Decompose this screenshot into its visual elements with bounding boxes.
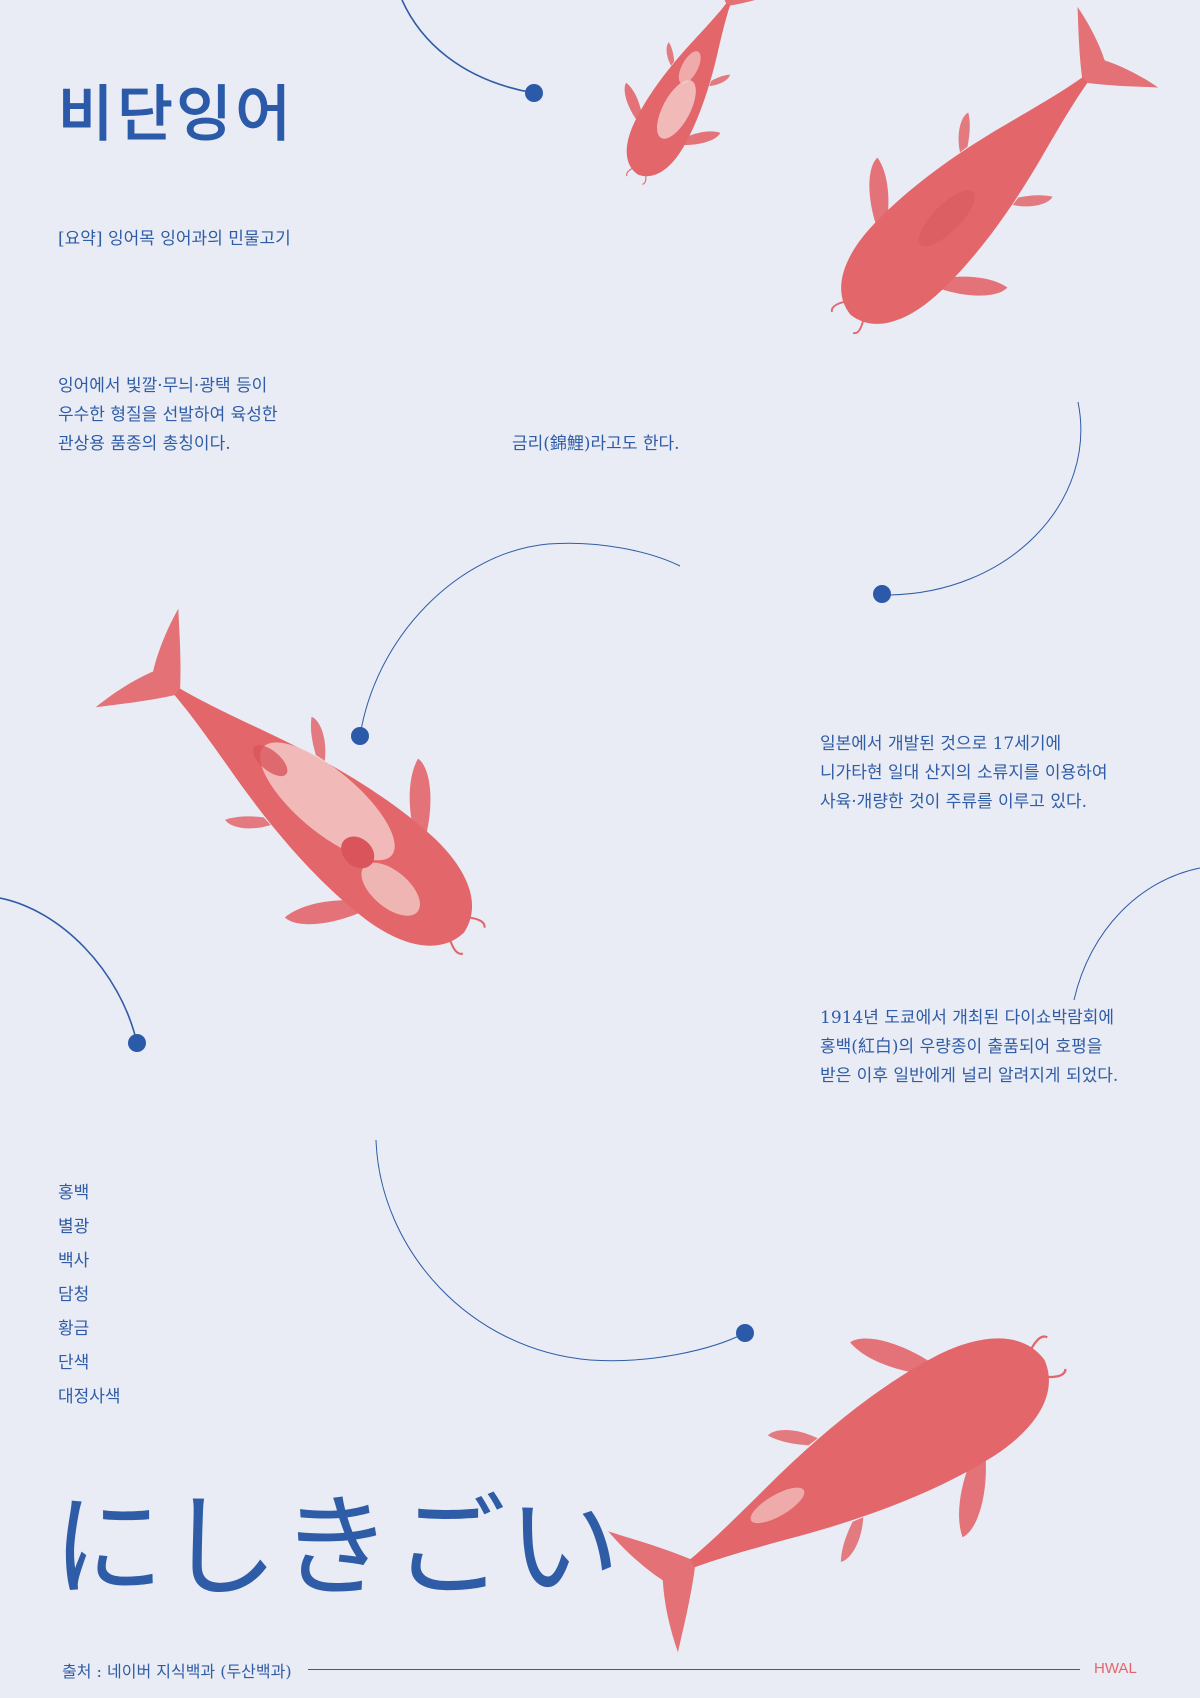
origin-line: 일본에서 개발된 것으로 17세기에 bbox=[820, 734, 1062, 754]
orbit-dot bbox=[128, 1034, 146, 1052]
history-line: 1914년 도쿄에서 개최된 다이쇼박람회에 bbox=[820, 1008, 1115, 1028]
orbit-dot bbox=[736, 1324, 754, 1342]
orbit-dot bbox=[873, 585, 891, 603]
history-line: 받은 이후 일반에게 널리 알려지게 되었다. bbox=[820, 1066, 1119, 1086]
list-item: 홍백 bbox=[58, 1183, 90, 1203]
koi-fish bbox=[776, 0, 1184, 389]
list-item: 대정사색 bbox=[58, 1387, 121, 1407]
orbit-dot bbox=[525, 84, 543, 102]
intro-paragraph: 잉어에서 빛깔·무늬·광택 등이 우수한 형질을 선발하여 육성한 관상용 품종… bbox=[58, 372, 278, 459]
list-item: 별광 bbox=[58, 1217, 90, 1237]
koi-fish bbox=[585, 1254, 1114, 1691]
koi-fish bbox=[69, 577, 542, 1022]
page-title: 비단잉어 bbox=[58, 80, 295, 150]
intro-line: 우수한 형질을 선발하여 육성한 bbox=[58, 405, 278, 425]
alias-text: 금리(錦鯉)라고도 한다. bbox=[512, 434, 680, 454]
origin-line: 사육·개량한 것이 주류를 이루고 있다. bbox=[820, 792, 1088, 812]
varieties-list: 홍백 별광 백사 담청 황금 단색 대정사색 bbox=[58, 1176, 121, 1414]
orbit-dot bbox=[351, 727, 369, 745]
origin-paragraph: 일본에서 개발된 것으로 17세기에 니가타현 일대 산지의 소류지를 이용하여… bbox=[820, 730, 1108, 817]
list-item: 단색 bbox=[58, 1353, 90, 1373]
list-item: 황금 bbox=[58, 1319, 90, 1339]
intro-line: 관상용 품종의 총칭이다. bbox=[58, 434, 231, 454]
source-text: 출처 : 네이버 지식백과 (두산백과) bbox=[62, 1662, 292, 1681]
origin-line: 니가타현 일대 산지의 소류지를 이용하여 bbox=[820, 763, 1108, 783]
footer-divider bbox=[308, 1669, 1080, 1670]
orbit-lines bbox=[0, 0, 1200, 1362]
orbit-dots bbox=[128, 84, 891, 1342]
list-item: 담청 bbox=[58, 1285, 90, 1305]
history-paragraph: 1914년 도쿄에서 개최된 다이쇼박람회에 홍백(紅白)의 우량종이 출품되어… bbox=[820, 1004, 1118, 1091]
history-line: 홍백(紅白)의 우량종이 출품되어 호평을 bbox=[820, 1037, 1103, 1057]
list-item: 백사 bbox=[58, 1251, 90, 1271]
credit-text: HWAL bbox=[1094, 1660, 1137, 1677]
summary-text: [요약] 잉어목 잉어과의 민물고기 bbox=[58, 229, 291, 249]
japanese-title: にしきごい bbox=[52, 1483, 622, 1613]
koi-fish bbox=[587, 0, 789, 206]
intro-line: 잉어에서 빛깔·무늬·광택 등이 bbox=[58, 376, 268, 396]
